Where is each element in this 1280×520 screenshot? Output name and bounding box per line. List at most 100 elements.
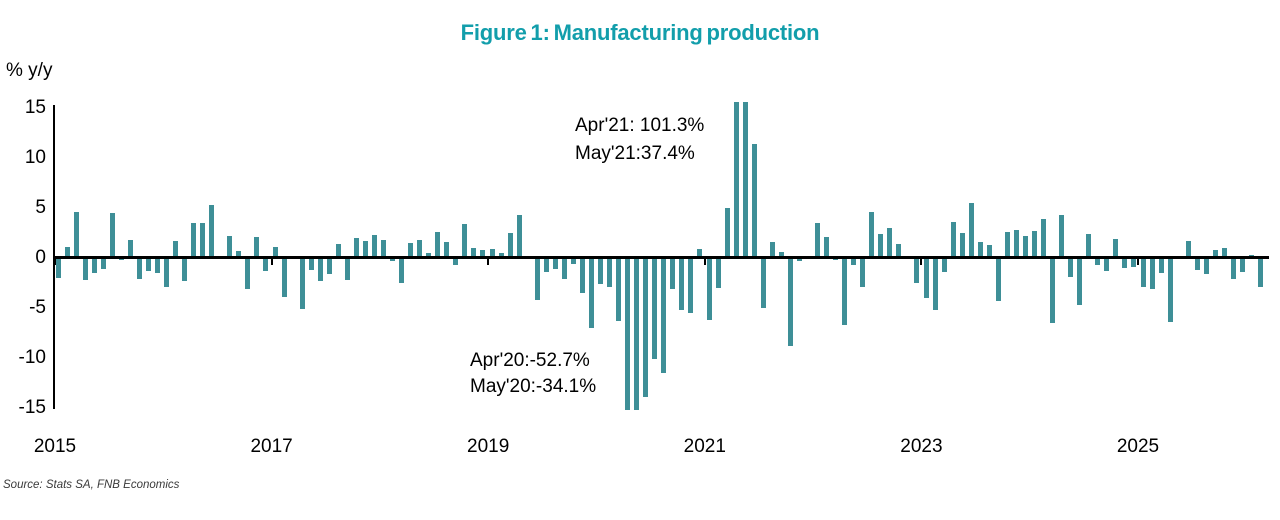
bar [118,258,124,260]
bar [498,253,504,258]
bar [381,240,386,258]
bar [1167,258,1173,322]
x-year-label: 2025 [1116,436,1160,457]
bar [82,258,88,280]
bar [887,228,893,258]
bar [842,258,848,325]
bar [1086,234,1092,258]
bar [588,258,594,328]
bar [1004,232,1010,258]
x-axis-zero-line [53,256,1269,259]
bar [860,258,866,287]
bar [64,247,70,258]
bar [390,258,396,261]
bar [182,258,188,281]
bar [833,258,839,260]
bar [561,258,567,279]
y-tick-label: 5 [35,197,46,218]
bar [977,242,983,258]
bar [1013,230,1019,258]
bar [869,212,875,258]
bar [236,251,242,258]
bar [263,258,269,271]
bar [570,258,576,264]
bar [995,258,1001,301]
bar [109,213,115,258]
bar [281,258,287,297]
bar [1240,258,1245,272]
bar [896,244,902,258]
y-tick-label: -15 [18,397,46,418]
bar [308,258,314,270]
bar [579,258,585,293]
bar [616,258,622,321]
bar [697,249,703,258]
y-tick-label: -10 [18,347,46,368]
bar [362,241,368,258]
bar [1059,215,1065,258]
bar [100,258,106,269]
annotation-trough-line1: Apr'20:-52.7% [470,350,590,371]
bar [1095,258,1101,265]
x-year-label: 2019 [467,436,510,457]
bar [950,222,956,258]
bar [245,258,251,289]
bar [652,258,658,359]
bar [598,258,604,284]
bar [1230,258,1236,279]
bar [344,258,350,280]
bar [417,240,423,258]
bar [1212,250,1218,258]
bar [471,248,477,258]
bar [227,236,233,258]
bar [453,258,459,265]
x-year-label: 2023 [900,436,943,457]
x-axis-tick [703,259,706,265]
bar [299,258,305,309]
bar [489,249,495,258]
x-axis-tick [487,259,490,265]
bar [959,233,965,258]
bar [480,250,486,258]
bar [164,258,169,287]
source-note: Source: Stats SA, FNB Economics [3,479,180,491]
bar [643,258,649,397]
bar [435,232,441,258]
bar [1258,258,1264,287]
y-axis-unit-label: % y/y [6,60,53,81]
bar [851,258,857,265]
bar [1194,258,1200,270]
bar [1032,231,1038,258]
bar [173,241,179,258]
bar [317,258,323,281]
bar [516,215,522,258]
bar [1131,258,1137,267]
bar [688,258,694,313]
bar [1203,258,1209,274]
bar [634,258,640,410]
bar [1077,258,1083,305]
bar [534,258,540,300]
bar [326,258,332,274]
bar [552,258,558,269]
x-axis-tick [920,259,923,265]
bar [625,258,631,410]
bar [1158,258,1164,273]
bar [543,258,549,272]
bar [145,258,151,271]
bar [914,258,920,283]
bar [1122,258,1128,268]
bar [127,240,133,258]
bar [1113,239,1119,258]
bar [878,234,884,258]
bar [679,258,685,310]
annotation-peak-line2: May'21:37.4% [575,143,695,164]
bar [706,258,712,320]
bar [254,237,260,258]
bar [796,258,802,261]
x-year-label: 2021 [683,436,726,457]
annotation-peak-line1: Apr'21: 101.3% [575,115,705,136]
bar [742,102,748,258]
bar [715,258,721,288]
